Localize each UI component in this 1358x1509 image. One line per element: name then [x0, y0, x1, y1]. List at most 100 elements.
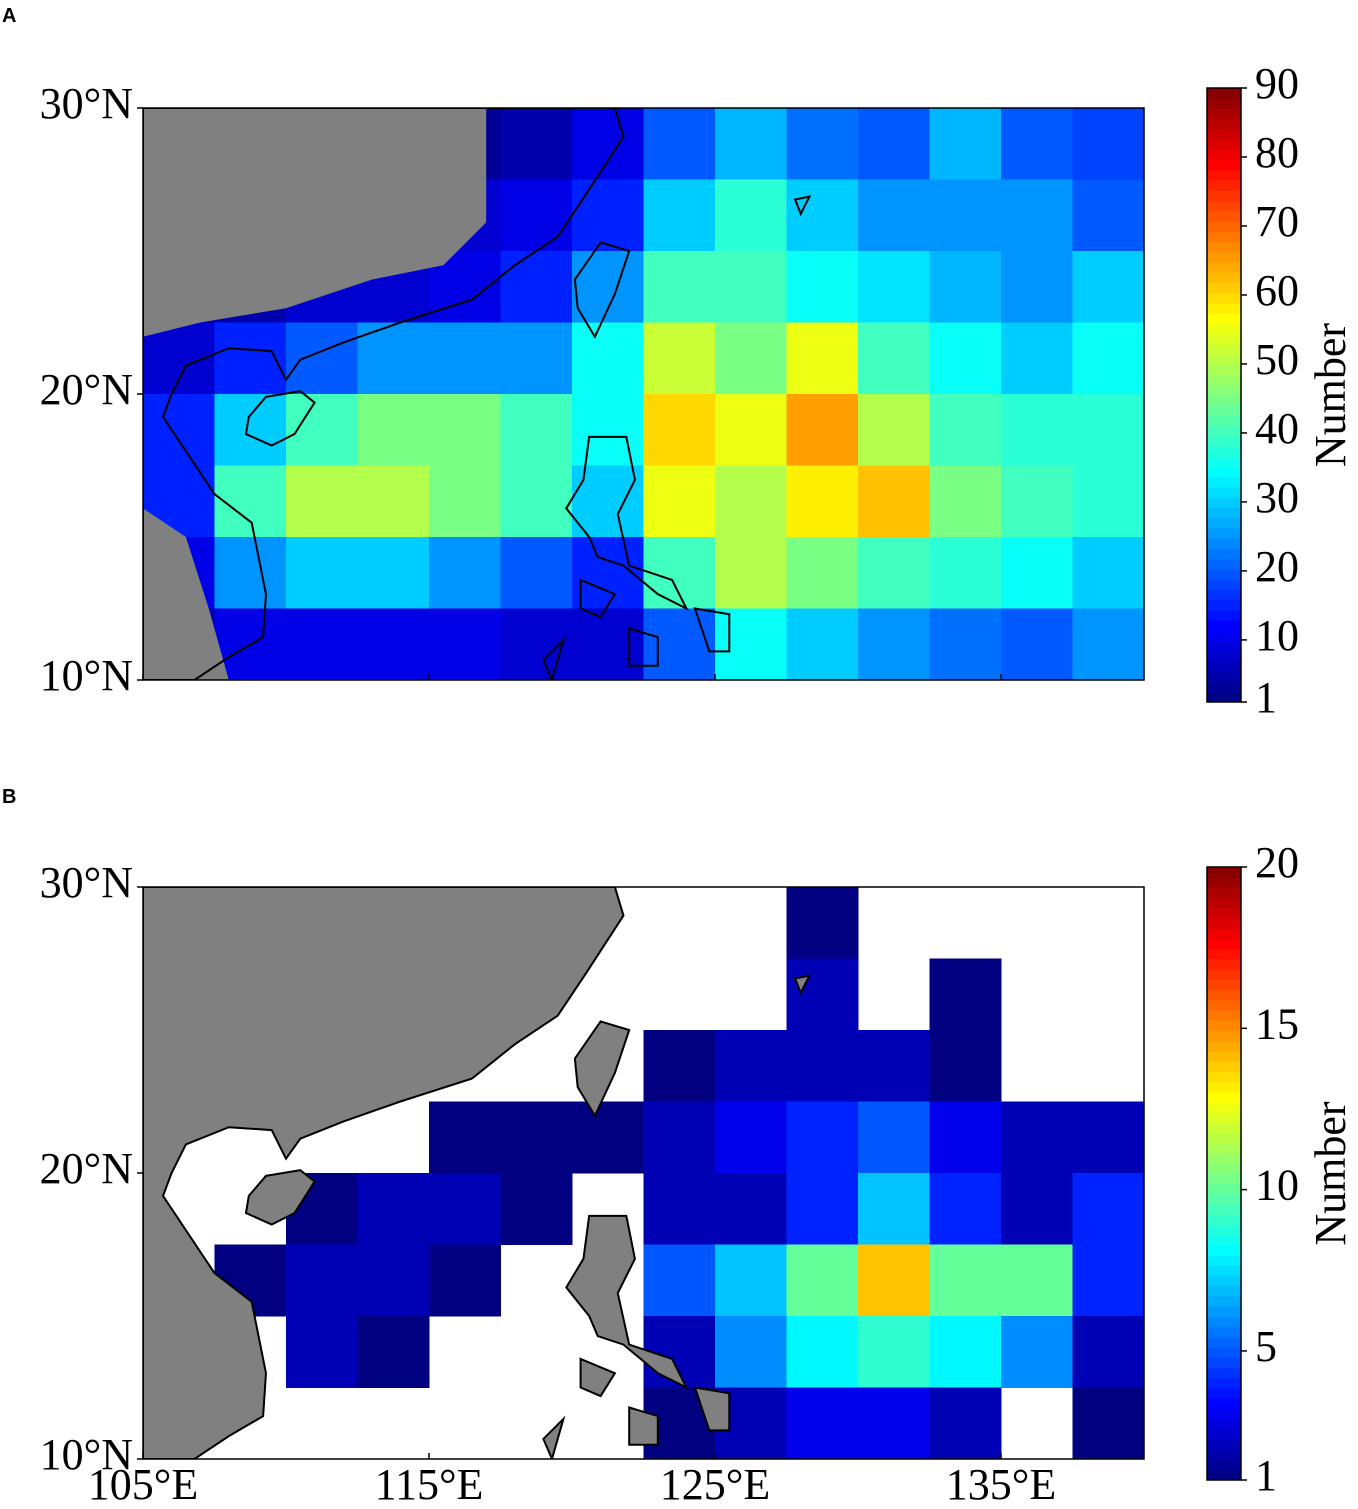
cell — [1072, 179, 1144, 252]
cell — [1072, 394, 1144, 466]
cell — [357, 465, 430, 538]
cell — [357, 608, 430, 680]
colorbar-strip — [1207, 1398, 1241, 1409]
panel: A 10°N 20°N 30°N 1 10 20 30 40 50 60 70 80 90 Number — [2, 5, 1355, 722]
x-tick-label: 115°E — [375, 1460, 484, 1509]
colorbar-strip — [1207, 877, 1241, 888]
colorbar-strip — [1207, 867, 1241, 878]
cell — [1072, 465, 1144, 538]
colorbar-strip — [1207, 118, 1241, 130]
colorbar-strip — [1207, 1173, 1241, 1185]
colorbar-tick-label: 50 — [1255, 335, 1299, 384]
y-tick-label: 10°N — [40, 1430, 133, 1479]
cell — [143, 394, 215, 466]
coastline — [244, 390, 316, 447]
cell — [786, 608, 859, 680]
x-tick-label: 125°E — [660, 1460, 770, 1509]
cell — [500, 179, 573, 252]
cell — [1001, 1316, 1073, 1388]
cell — [929, 537, 1002, 609]
panel-label: B — [2, 786, 16, 808]
colorbar-tick-label: 90 — [1255, 59, 1299, 108]
colorbar-strip — [1207, 1193, 1241, 1205]
cell — [1001, 394, 1073, 466]
colorbar-strip — [1207, 1428, 1241, 1440]
colorbar-frame — [1206, 87, 1242, 703]
colorbar-frame — [1206, 866, 1242, 1481]
cell — [572, 394, 644, 466]
cell — [929, 251, 1002, 323]
cell — [1001, 537, 1073, 609]
cell — [929, 108, 1002, 180]
colorbar-strip — [1207, 476, 1241, 488]
cell — [572, 179, 644, 252]
coastline — [573, 241, 631, 339]
cell — [1072, 1244, 1144, 1317]
coastline — [693, 607, 731, 653]
colorbar-tick-label: 40 — [1255, 404, 1299, 453]
plot-area — [143, 108, 1144, 680]
cell — [929, 1387, 1002, 1459]
cell — [572, 108, 644, 180]
cell — [572, 608, 644, 680]
cell — [1072, 1173, 1144, 1245]
colorbar-strip — [1207, 907, 1241, 919]
cell — [1001, 1101, 1073, 1174]
colorbar-strip — [1207, 1030, 1241, 1042]
colorbar-strip — [1207, 1336, 1241, 1348]
cell — [214, 537, 287, 609]
cell — [786, 394, 859, 466]
cell — [429, 394, 501, 466]
cell — [786, 1173, 859, 1245]
colorbar-strip — [1207, 241, 1241, 253]
colorbar-strip — [1207, 599, 1241, 611]
land — [579, 1357, 617, 1398]
cell — [929, 322, 1002, 395]
colorbar-strip — [1207, 1265, 1241, 1277]
colorbar-strip — [1207, 1142, 1241, 1154]
colorbar-strip — [1207, 1316, 1241, 1328]
cell — [786, 1101, 859, 1174]
cell — [500, 1101, 573, 1174]
land — [143, 508, 229, 680]
colorbar-tick-label: 1 — [1255, 1451, 1277, 1500]
colorbar-strip — [1207, 1296, 1241, 1307]
cell — [643, 537, 716, 609]
cell — [429, 608, 501, 680]
colorbar-strip — [1207, 1071, 1241, 1083]
colorbar-strip — [1207, 395, 1241, 406]
cell — [643, 322, 716, 395]
cell — [715, 1244, 787, 1317]
plot-area — [143, 887, 1144, 1459]
cell — [715, 1173, 787, 1245]
colorbar-strip — [1207, 548, 1241, 560]
coastline — [628, 627, 659, 667]
colorbar-strip — [1207, 1439, 1241, 1450]
colorbar-strip — [1207, 435, 1241, 447]
cell — [572, 322, 644, 395]
cell — [429, 322, 501, 395]
colorbar-strip — [1207, 918, 1241, 929]
cell — [715, 608, 787, 680]
cell — [357, 1316, 430, 1388]
colorbar-tick-label: 20 — [1255, 542, 1299, 591]
cell — [858, 1387, 930, 1459]
colorbar-strip — [1207, 1388, 1241, 1399]
colorbar-strip — [1207, 1357, 1241, 1369]
colorbar-strip — [1207, 1418, 1241, 1430]
colorbar-tick-label: 10 — [1255, 611, 1299, 660]
colorbar-strip — [1207, 190, 1241, 202]
colorbar-strip — [1207, 989, 1241, 1001]
colorbar-strip — [1207, 425, 1241, 437]
colorbar-tick-label: 30 — [1255, 473, 1299, 522]
colorbar-strip — [1207, 558, 1241, 570]
colorbar-strip — [1207, 1408, 1241, 1420]
colorbar-strip — [1207, 384, 1241, 396]
cell — [786, 251, 859, 323]
colorbar-strip — [1207, 333, 1241, 345]
cell — [357, 1173, 430, 1245]
cell — [858, 251, 930, 323]
cell — [715, 1101, 787, 1174]
